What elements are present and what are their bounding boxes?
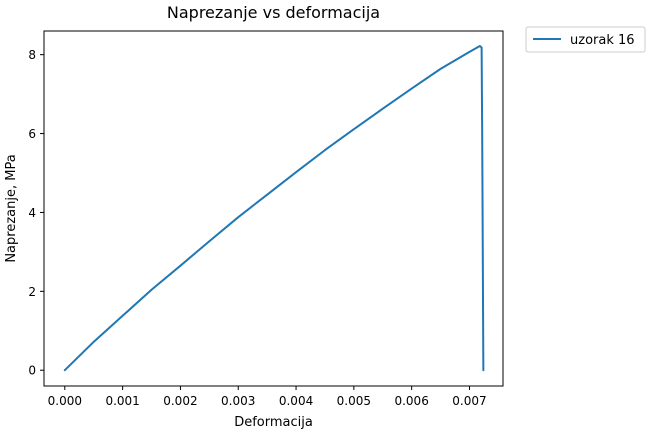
- y-tick-label: 8: [28, 48, 36, 62]
- x-tick-label: 0.001: [105, 394, 139, 408]
- x-tick-label: 0.000: [48, 394, 82, 408]
- y-tick-label: 2: [28, 285, 36, 299]
- legend: uzorak 16: [525, 26, 646, 53]
- series-layer: [63, 44, 485, 372]
- x-axis-ticks: 0.000 0.001 0.002 0.003 0.004 0.005 0.006 0.007: [48, 386, 487, 408]
- y-tick-label: 4: [28, 206, 36, 220]
- legend-box: [525, 26, 646, 53]
- x-tick-label: 0.007: [452, 394, 486, 408]
- plot-frame: [43, 30, 504, 387]
- x-tick-label: 0.004: [279, 394, 313, 408]
- x-tick-label: 0.006: [394, 394, 428, 408]
- x-tick-label: 0.002: [163, 394, 197, 408]
- series-line-0: [63, 44, 485, 372]
- y-tick-label: 0: [28, 364, 36, 378]
- y-axis-label: Naprezanje, MPa: [4, 154, 19, 262]
- chart-title: Naprezanje vs deformacija: [167, 3, 380, 22]
- y-tick-label: 6: [28, 127, 36, 141]
- legend-label-uzorak-16: uzorak 16: [570, 33, 635, 48]
- x-axis-label: Deformacija: [234, 415, 313, 430]
- x-tick-label: 0.005: [337, 394, 371, 408]
- y-axis-ticks: 0 2 4 6 8: [28, 48, 44, 378]
- x-tick-label: 0.003: [221, 394, 255, 408]
